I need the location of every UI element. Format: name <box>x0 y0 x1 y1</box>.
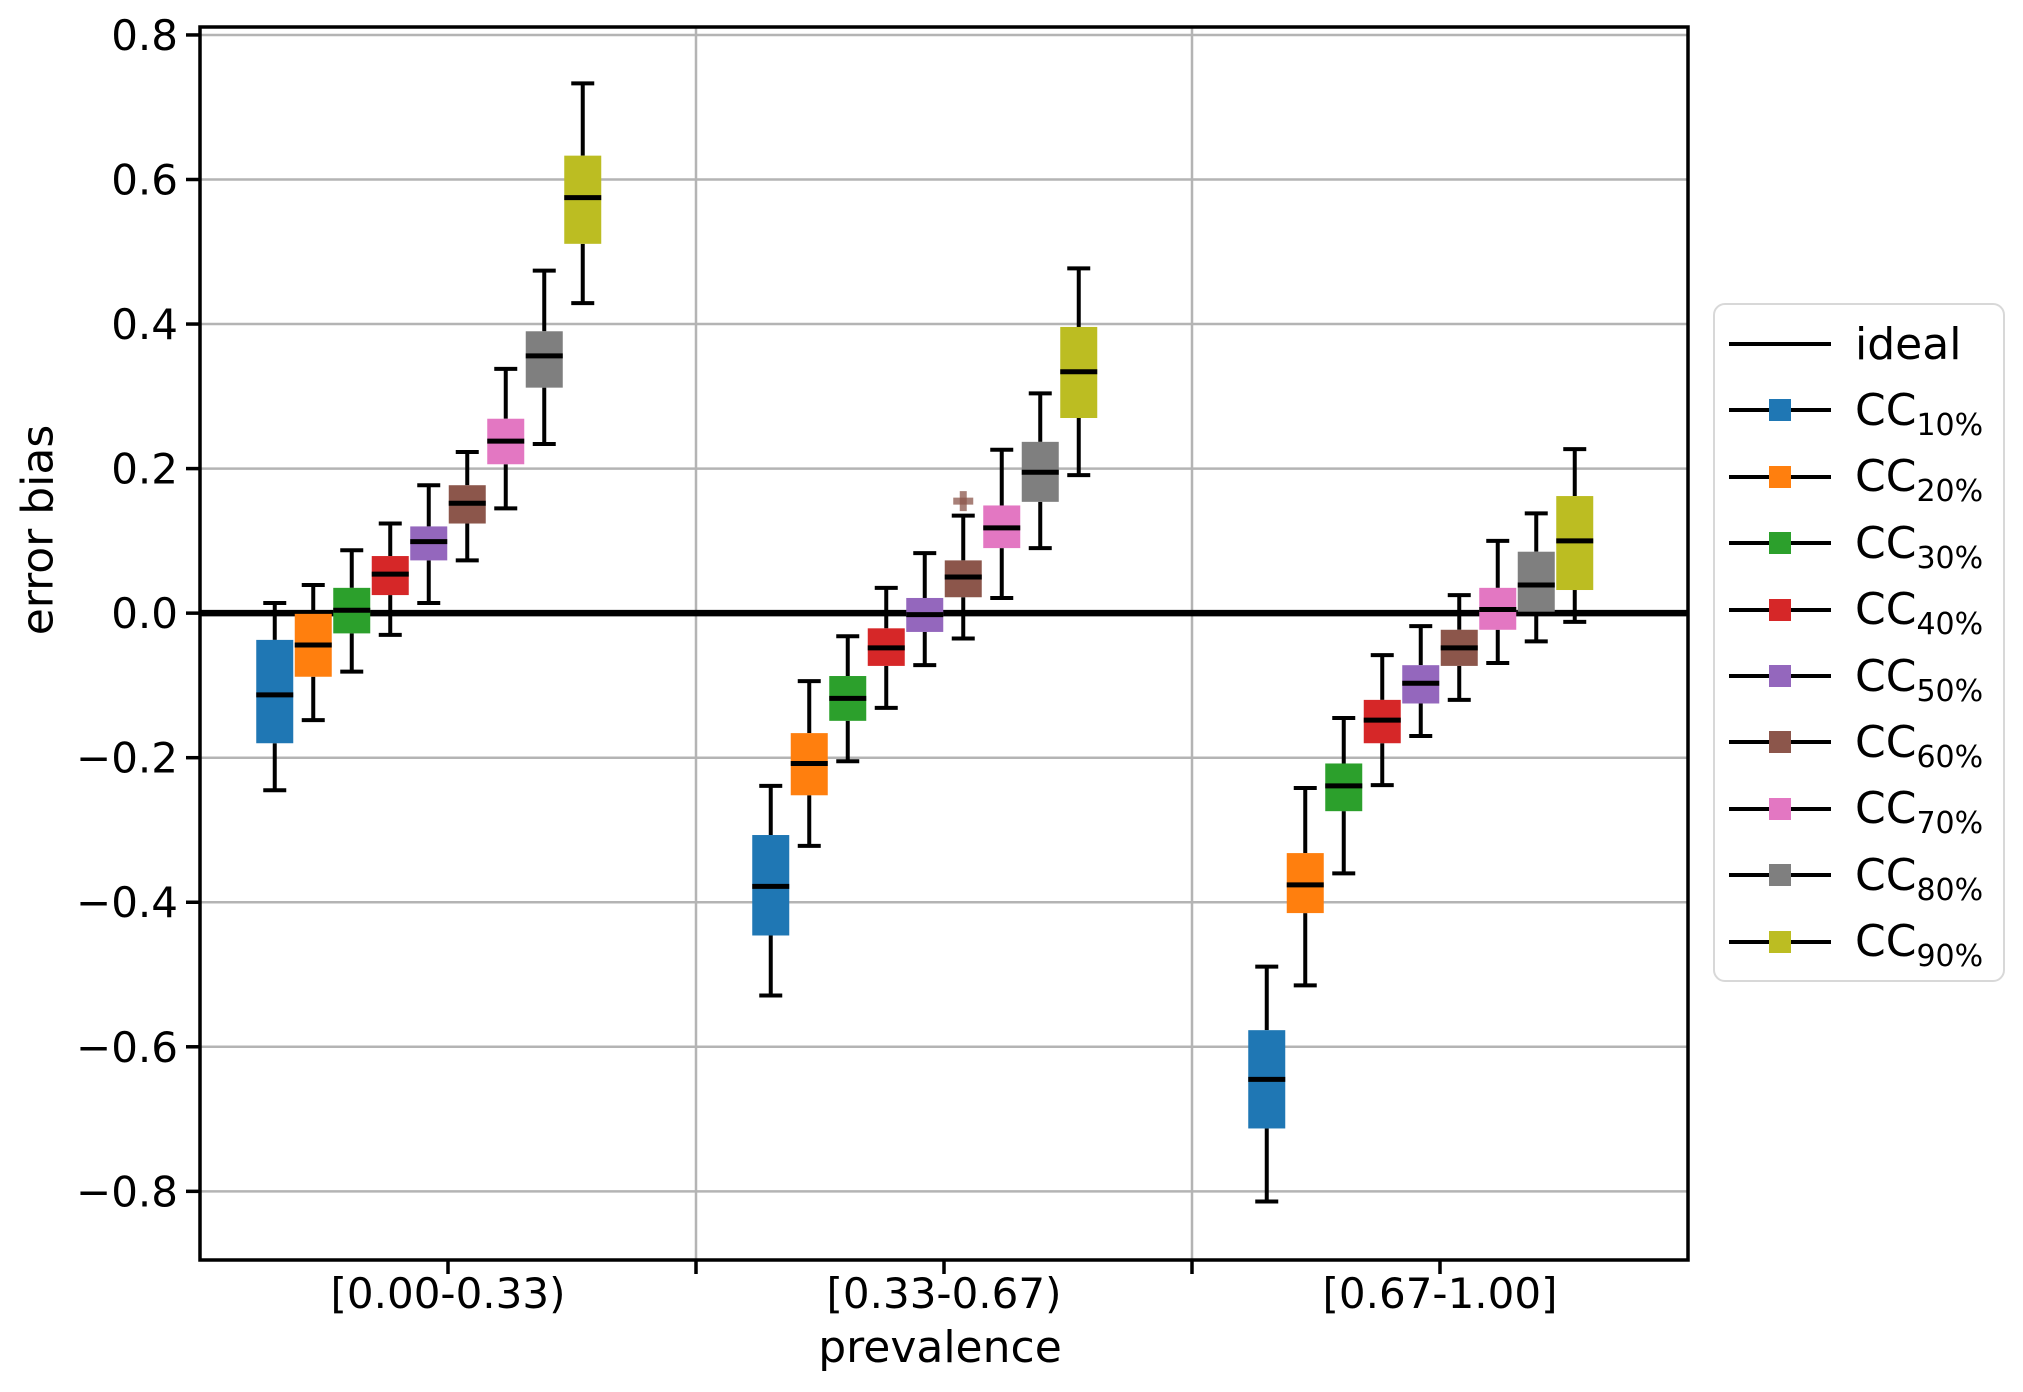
box-cc80%-group1 <box>525 331 563 388</box>
box-marker-icon <box>1729 930 1831 954</box>
legend-item-cc60%: CC60% <box>1715 716 2003 775</box>
legend-item-cc40%: CC40% <box>1715 584 2003 643</box>
legend-item-cc10%: CC10% <box>1715 384 2003 443</box>
box-marker-icon <box>1729 863 1831 887</box>
legend-color-square <box>1769 532 1791 555</box>
y-tick-label-−0.6: −0.6 <box>76 1023 178 1072</box>
y-tick-label-0.4: 0.4 <box>111 300 178 349</box>
legend-label: ideal <box>1855 318 1962 370</box>
legend-color-square <box>1769 864 1791 887</box>
legend-color-square <box>1769 930 1791 953</box>
legend-item-cc80%: CC80% <box>1715 849 2003 908</box>
box-marker-icon <box>1729 797 1831 821</box>
legend-label: CC90% <box>1855 916 1984 975</box>
legend-item-cc30%: CC30% <box>1715 517 2003 576</box>
x-tick-label-group1: [0.00-0.33) <box>331 1269 566 1318</box>
legend-label: CC60% <box>1855 716 1984 775</box>
legend-line <box>1729 342 1831 346</box>
legend-item-cc90%: CC90% <box>1715 916 2003 975</box>
legend-label: CC50% <box>1855 650 1984 709</box>
y-tick-label-0.0: 0.0 <box>111 589 178 638</box>
legend-item-ideal: ideal <box>1715 318 2003 370</box>
legend-item-cc20%: CC20% <box>1715 451 2003 510</box>
legend-color-square <box>1769 665 1791 687</box>
ideal-line-icon <box>1729 332 1831 356</box>
legend: ideal CC10% CC20% CC30% CC40% CC50% CC60% CC70%… <box>1713 303 2005 982</box>
legend-label: CC80% <box>1855 849 1984 908</box>
box-cc10%-group1 <box>256 639 294 744</box>
box-marker-icon <box>1729 664 1831 688</box>
legend-color-square <box>1769 399 1791 422</box>
x-axis-label: prevalence <box>818 1322 1062 1373</box>
legend-item-cc70%: CC70% <box>1715 783 2003 842</box>
box-marker-icon <box>1729 730 1831 754</box>
y-tick-label-−0.8: −0.8 <box>76 1167 178 1216</box>
box-marker-icon <box>1729 465 1831 489</box>
legend-label: CC40% <box>1855 584 1984 643</box>
legend-label: CC30% <box>1855 517 1984 576</box>
legend-color-square <box>1769 797 1791 820</box>
legend-color-square <box>1769 598 1791 621</box>
y-tick-label-0.2: 0.2 <box>111 445 178 494</box>
legend-label: CC70% <box>1855 783 1984 842</box>
y-tick-label-−0.4: −0.4 <box>76 878 178 927</box>
y-tick-label-0.8: 0.8 <box>111 11 178 60</box>
box-marker-icon <box>1729 398 1831 422</box>
box-marker-icon <box>1729 531 1831 555</box>
legend-color-square <box>1769 731 1791 754</box>
box-cc80%-group3 <box>1517 551 1555 612</box>
x-tick-label-group3: [0.67-1.00] <box>1323 1269 1558 1318</box>
legend-item-cc50%: CC50% <box>1715 650 2003 709</box>
y-axis-label: error bias <box>12 424 64 636</box>
x-tick-label-group2: [0.33-0.67) <box>827 1269 1062 1318</box>
legend-color-square <box>1769 465 1791 488</box>
legend-label: CC10% <box>1855 384 1984 443</box>
y-tick-label-0.6: 0.6 <box>111 155 178 204</box>
y-tick-label-−0.2: −0.2 <box>76 734 178 783</box>
legend-label: CC20% <box>1855 451 1984 510</box>
box-marker-icon <box>1729 598 1831 622</box>
